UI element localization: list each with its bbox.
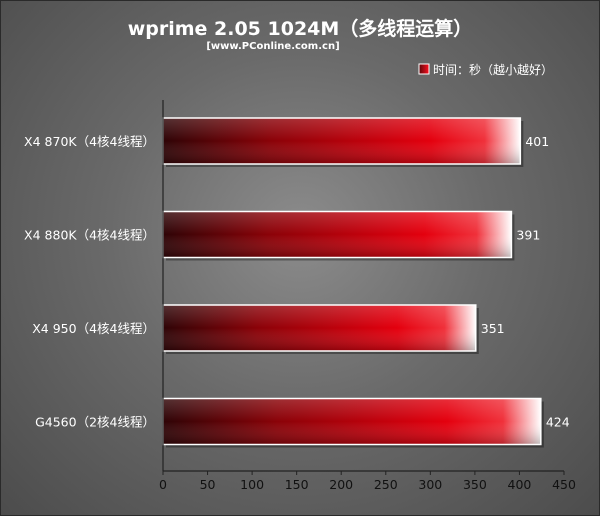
x-tick-label: 100 <box>240 477 264 492</box>
x-tick-label: 450 <box>552 477 576 492</box>
x-tick-label: 250 <box>374 477 398 492</box>
x-tick-label: 300 <box>418 477 442 492</box>
value-label: 424 <box>546 415 570 430</box>
x-tick-label: 350 <box>463 477 487 492</box>
category-label: G4560（2核4线程） <box>35 415 155 430</box>
legend-label: 时间：秒（越小越好） <box>433 63 553 77</box>
category-label: X4 950（4核4线程） <box>32 321 155 336</box>
x-tick-label: 400 <box>508 477 532 492</box>
x-axis: 0 50 100 150 200 250 300 350 400 450 <box>159 100 576 492</box>
x-tick-label: 0 <box>159 477 167 492</box>
x-tick-label: 200 <box>329 477 353 492</box>
legend-swatch <box>418 63 430 75</box>
x-tick-label: 150 <box>285 477 309 492</box>
bars-group: X4 870K（4核4线程） 401 X4 880K（4核4线程） 391 X4 950… <box>24 117 570 448</box>
value-label: 401 <box>525 134 549 149</box>
bar-outline <box>162 210 513 259</box>
value-label: 351 <box>481 321 505 336</box>
bar-outline <box>162 304 477 352</box>
x-tick-label: 50 <box>200 477 216 492</box>
bar-outline <box>162 117 522 165</box>
category-label: X4 870K（4核4线程） <box>24 134 155 149</box>
category-label: X4 880K（4核4线程） <box>24 228 155 243</box>
chart-subtitle: [www.PConline.com.cn] <box>206 41 339 52</box>
value-label: 391 <box>516 228 540 243</box>
bar-outline <box>162 397 542 446</box>
chart-title: wprime 2.05 1024M（多线程运算） <box>128 17 473 40</box>
